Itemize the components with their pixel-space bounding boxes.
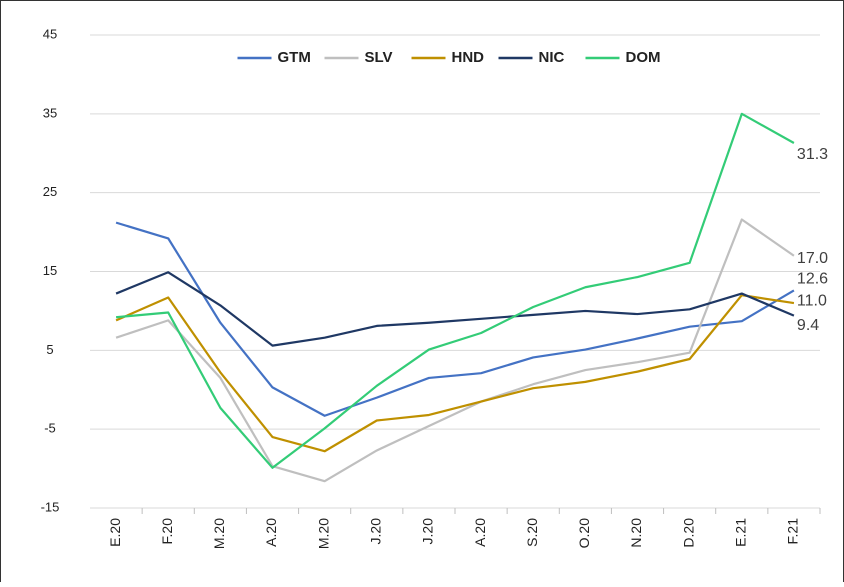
x-tick-label: F.21 bbox=[785, 518, 801, 545]
legend-label: NIC bbox=[539, 49, 565, 66]
legend-label: DOM bbox=[626, 49, 661, 66]
data-label: 9.4 bbox=[797, 317, 819, 334]
x-tick-label: J.20 bbox=[367, 518, 383, 545]
x-tick-label: A.20 bbox=[472, 518, 488, 547]
series-line bbox=[115, 294, 795, 453]
x-tick-label: M.20 bbox=[315, 518, 331, 549]
y-tick-label: 5 bbox=[46, 342, 53, 357]
x-tick-label: E.21 bbox=[732, 518, 748, 547]
x-tick-label: E.20 bbox=[107, 518, 123, 547]
x-tick-label: S.20 bbox=[524, 518, 540, 547]
x-tick-label: M.20 bbox=[211, 518, 227, 549]
y-tick-label: 15 bbox=[43, 263, 57, 278]
series-line bbox=[115, 221, 795, 417]
x-tick-label: J.20 bbox=[420, 518, 436, 545]
y-tick-label: 25 bbox=[43, 184, 57, 199]
data-label: 31.3 bbox=[797, 146, 828, 163]
y-tick-label: -5 bbox=[44, 421, 56, 436]
x-tick-label: O.20 bbox=[576, 518, 592, 549]
legend-label: SLV bbox=[365, 49, 393, 66]
series-line bbox=[115, 218, 795, 483]
x-tick-label: D.20 bbox=[680, 518, 696, 548]
legend-label: GTM bbox=[278, 49, 311, 66]
x-tick-label: N.20 bbox=[628, 518, 644, 548]
series-line bbox=[115, 271, 795, 347]
legend-label: HND bbox=[452, 49, 485, 66]
y-tick-label: 35 bbox=[43, 105, 57, 120]
x-tick-label: A.20 bbox=[263, 518, 279, 547]
data-label: 11.0 bbox=[797, 292, 827, 309]
data-label: 12.6 bbox=[797, 271, 828, 288]
data-label: 17.0 bbox=[797, 250, 828, 267]
series-line bbox=[115, 112, 795, 469]
y-tick-label: -15 bbox=[41, 499, 60, 514]
x-tick-label: F.20 bbox=[159, 518, 175, 545]
y-tick-label: 45 bbox=[43, 26, 57, 41]
